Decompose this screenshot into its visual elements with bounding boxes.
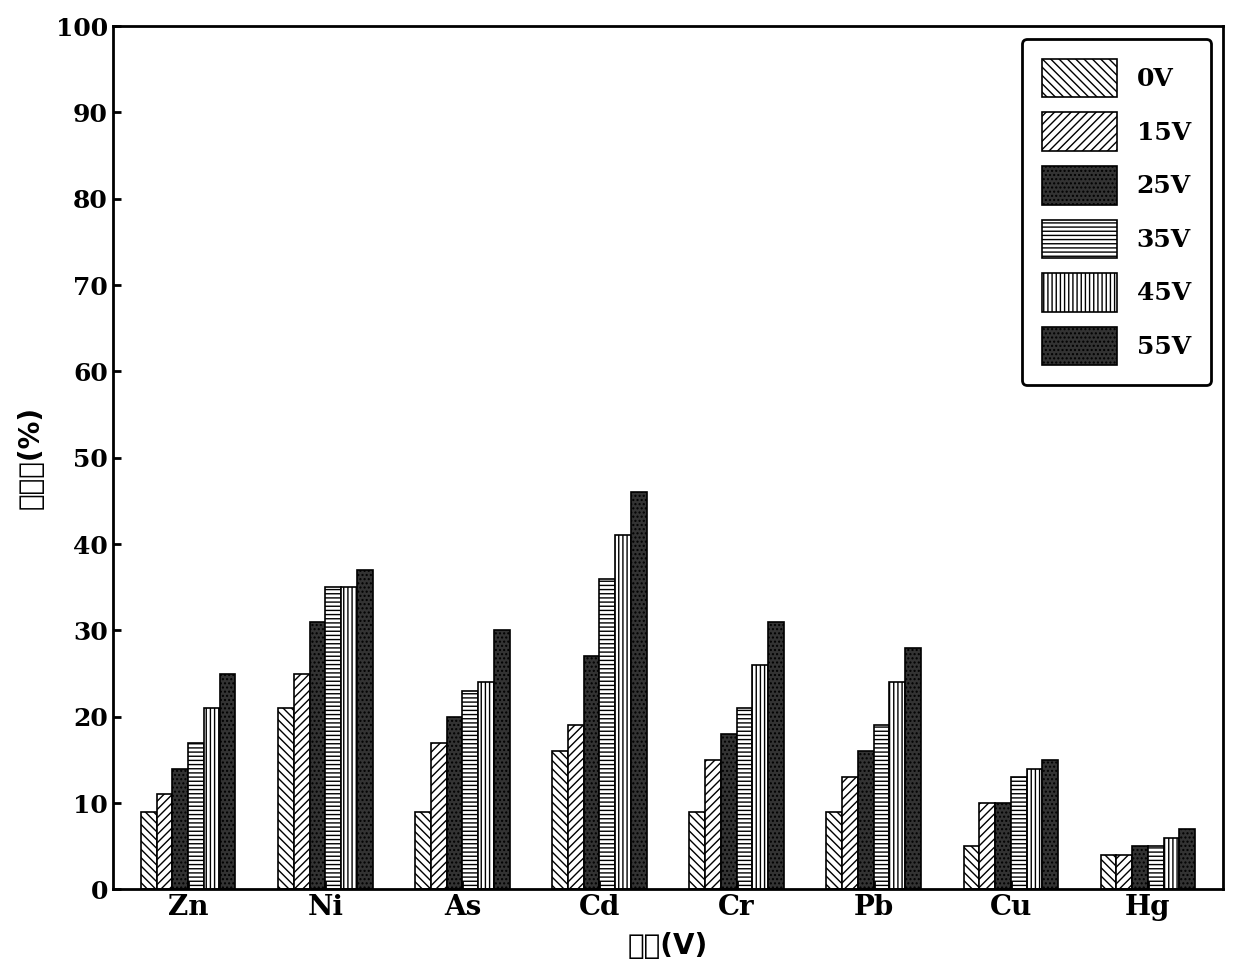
Bar: [325, 587, 341, 889]
Bar: [963, 846, 980, 889]
Y-axis label: 去除率(%): 去除率(%): [16, 406, 45, 509]
Bar: [615, 535, 631, 889]
Bar: [357, 570, 372, 889]
Bar: [1027, 769, 1043, 889]
Bar: [430, 743, 446, 889]
Bar: [156, 794, 172, 889]
Bar: [737, 708, 753, 889]
Bar: [278, 708, 294, 889]
Bar: [706, 760, 720, 889]
Bar: [994, 803, 1011, 889]
Bar: [1148, 846, 1163, 889]
Bar: [905, 648, 921, 889]
Bar: [631, 492, 647, 889]
Bar: [188, 743, 203, 889]
Bar: [1163, 837, 1179, 889]
Bar: [568, 725, 584, 889]
Bar: [889, 682, 905, 889]
X-axis label: 电压(V): 电压(V): [627, 932, 708, 960]
Bar: [980, 803, 994, 889]
Bar: [172, 769, 188, 889]
Bar: [1101, 855, 1116, 889]
Bar: [310, 621, 325, 889]
Bar: [753, 665, 768, 889]
Bar: [1011, 777, 1027, 889]
Bar: [720, 734, 737, 889]
Bar: [1043, 760, 1058, 889]
Bar: [494, 630, 510, 889]
Bar: [1116, 855, 1132, 889]
Bar: [479, 682, 494, 889]
Bar: [842, 777, 858, 889]
Bar: [463, 691, 479, 889]
Bar: [552, 751, 568, 889]
Bar: [874, 725, 889, 889]
Bar: [858, 751, 874, 889]
Bar: [584, 657, 599, 889]
Bar: [599, 578, 615, 889]
Bar: [415, 812, 430, 889]
Bar: [219, 673, 236, 889]
Bar: [1179, 828, 1195, 889]
Legend: 0V, 15V, 25V, 35V, 45V, 55V: 0V, 15V, 25V, 35V, 45V, 55V: [1022, 39, 1210, 385]
Bar: [203, 708, 219, 889]
Bar: [446, 717, 463, 889]
Bar: [294, 673, 310, 889]
Bar: [141, 812, 156, 889]
Bar: [1132, 846, 1148, 889]
Bar: [689, 812, 706, 889]
Bar: [826, 812, 842, 889]
Bar: [768, 621, 784, 889]
Bar: [341, 587, 357, 889]
